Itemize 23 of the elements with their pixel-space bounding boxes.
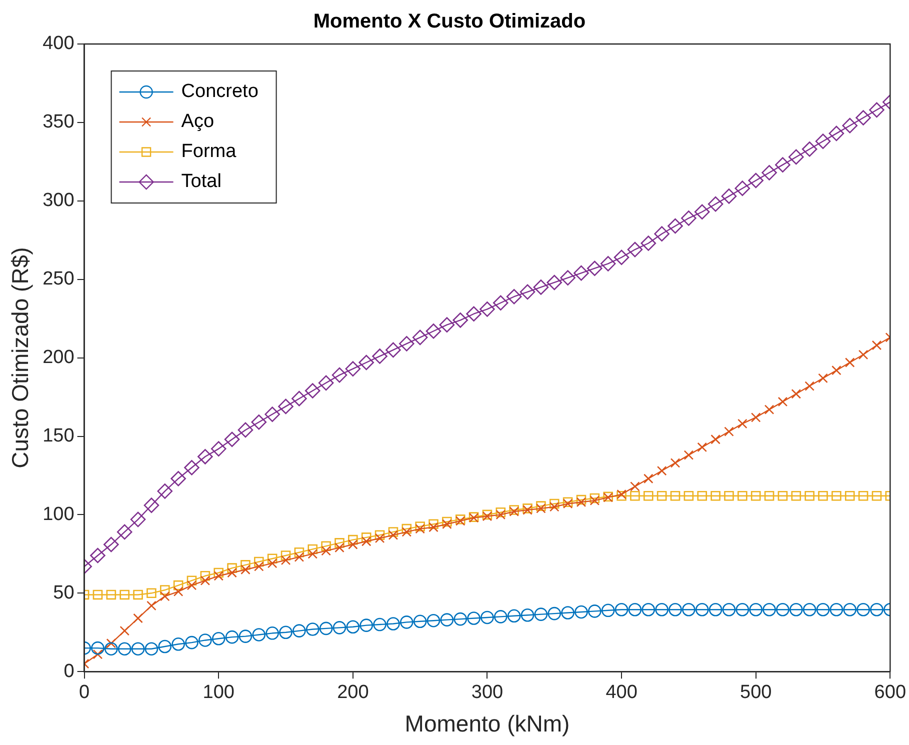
y-tick-label: 250 — [42, 268, 74, 290]
x-tick-label: 600 — [874, 682, 906, 704]
y-tick-label: 300 — [42, 190, 74, 212]
chart-title: Momento X Custo Otimizado — [313, 10, 586, 33]
y-tick-label: 350 — [42, 112, 74, 133]
y-tick-label: 400 — [42, 33, 74, 54]
x-tick-label: 300 — [471, 682, 504, 704]
y-tick-label: 0 — [64, 660, 74, 682]
x-tick-label: 0 — [79, 682, 90, 704]
x-tick-label: 100 — [202, 682, 234, 704]
legend-label: Total — [181, 171, 222, 192]
y-tick-label: 100 — [42, 504, 74, 525]
legend-label: Concreto — [181, 81, 258, 102]
x-tick-label: 400 — [606, 682, 638, 704]
y-tick-label: 150 — [42, 425, 74, 446]
x-tick-label: 500 — [740, 682, 772, 704]
legend-label: Forma — [181, 141, 237, 162]
legend-label: Aço — [181, 111, 214, 132]
x-axis-title: Momento (kNm) — [404, 710, 570, 737]
x-tick-label: 200 — [337, 682, 369, 704]
y-tick-label: 50 — [53, 582, 74, 604]
y-tick-label: 200 — [42, 347, 74, 368]
y-axis-title: Custo Otimizado (R$) — [7, 247, 34, 468]
